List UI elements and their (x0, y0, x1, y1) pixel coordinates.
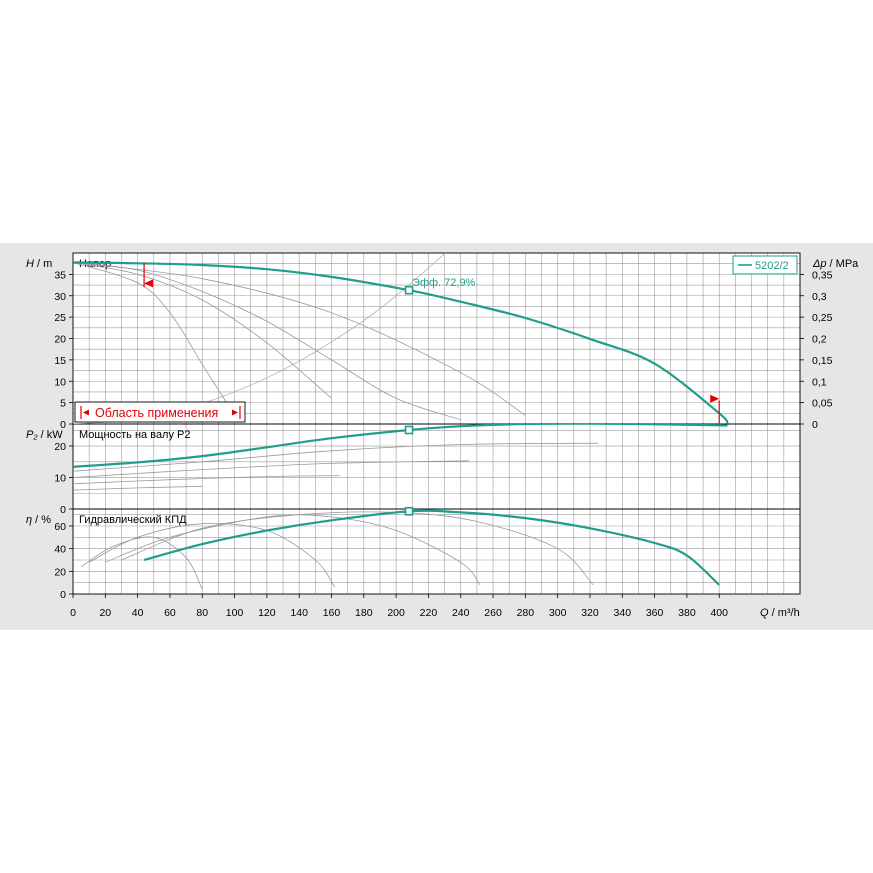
efficiency-annotation: Эфф. 72,9% (412, 277, 476, 289)
reduced-speed-curve (105, 514, 481, 586)
reduced-speed-curve (73, 262, 526, 416)
reduced-speed-curve (80, 536, 203, 590)
reduced-speed-curve (73, 460, 469, 478)
y-tick-label: 0 (60, 589, 66, 601)
y2-tick-label: 0,35 (812, 269, 833, 281)
x-tick-label: 320 (581, 607, 599, 619)
x-tick-label: 100 (226, 607, 244, 619)
y-tick-label: 10 (54, 473, 66, 485)
pump-curve-panel: 0 5 10 15 20 25 30 35 Напор H / m 0 10 20 Мощность на… (0, 243, 873, 630)
legend-box (732, 255, 798, 275)
y2-axis-unit: MPa (836, 258, 860, 270)
range-arrow-left (83, 409, 89, 416)
y-tick-label: 40 (54, 544, 66, 556)
reduced-speed-curve (73, 475, 340, 485)
x-tick-label: 360 (646, 607, 664, 619)
panel-title: Гидравлический КПД (79, 514, 187, 526)
x-tick-label: 400 (710, 607, 728, 619)
y-axis-unit: m (43, 258, 52, 270)
x-tick-label: 200 (387, 607, 405, 619)
y2-tick-label: 0,3 (812, 291, 827, 303)
pump-curve-main (73, 261, 729, 424)
reduced-speed-curve (73, 262, 235, 416)
reduced-speed-curve (73, 262, 461, 421)
application-range-box (74, 401, 246, 423)
x-axis-sep: / (769, 607, 778, 619)
y2-axis-label: Δp / MPa (812, 258, 859, 270)
x-tick-label: 240 (452, 607, 470, 619)
y-tick-label: 25 (54, 312, 66, 324)
x-axis-unit: m³/h (778, 607, 800, 619)
x-axis-var: Q (760, 607, 769, 619)
reduced-speed-curve (73, 262, 332, 399)
y2-tick-label: 0,2 (812, 334, 827, 346)
x-tick-label: 260 (484, 607, 502, 619)
y2-axis-var: Δp (812, 258, 827, 270)
y-tick-label: 20 (54, 334, 66, 346)
y-tick-label: 20 (54, 441, 66, 453)
y-axis-label: η / % (26, 514, 51, 526)
y-tick-label: 15 (54, 355, 66, 367)
x-tick-label: 80 (196, 607, 208, 619)
application-range-label: Область применения (95, 406, 218, 420)
panel-title: Мощность на валу Р2 (79, 429, 191, 441)
panel-series-group (80, 509, 720, 590)
y-tick-label: 0 (60, 504, 66, 516)
y-axis-label: P₂ / kW (26, 429, 63, 441)
range-limit-max-flag (710, 394, 720, 403)
y-tick-label: 30 (54, 291, 66, 303)
y-axis-var: H (26, 258, 34, 270)
y2-tick-label: 0,05 (812, 398, 833, 410)
x-axis-label: Q / m³/h (760, 607, 800, 619)
y-axis-sep: / (32, 514, 41, 526)
y-tick-label: 0 (60, 419, 66, 431)
y2-tick-label: 0 (812, 419, 818, 431)
legend-label: 5202/2 (755, 260, 789, 272)
pump-curve-main (143, 509, 720, 586)
y2-tick-label: 0,1 (812, 376, 827, 388)
pump-curve-main (73, 424, 729, 468)
y2-tick-label: 0,25 (812, 312, 833, 324)
y-tick-label: 20 (54, 566, 66, 578)
y-tick-label: 5 (60, 398, 66, 410)
panel-frame (72, 508, 801, 595)
y-tick-label: 10 (54, 376, 66, 388)
y-axis-unit: % (41, 514, 51, 526)
reduced-speed-curve (73, 485, 203, 491)
y-axis-sep: / (38, 429, 47, 441)
duty-point-marker (404, 425, 414, 435)
x-tick-label: 20 (99, 607, 111, 619)
x-tick-label: 160 (323, 607, 341, 619)
y-axis-var: η (26, 514, 32, 526)
y-tick-label: 35 (54, 269, 66, 281)
x-tick-label: 300 (549, 607, 567, 619)
x-tick-label: 220 (420, 607, 438, 619)
x-tick-label: 120 (258, 607, 276, 619)
y-axis-label: H / m (26, 258, 52, 270)
plot-area (73, 253, 800, 594)
x-tick-label: 40 (132, 607, 144, 619)
range-arrow-right (232, 409, 238, 416)
panel-series-group (73, 424, 729, 491)
x-tick-label: 280 (517, 607, 535, 619)
reduced-speed-curve (89, 523, 336, 588)
duty-point-marker (404, 506, 414, 516)
y-axis-sep: / (34, 258, 43, 270)
x-tick-label: 340 (614, 607, 632, 619)
x-tick-label: 140 (290, 607, 308, 619)
y-axis-var: P₂ (26, 429, 38, 441)
x-tick-label: 380 (678, 607, 696, 619)
x-tick-label: 60 (164, 607, 176, 619)
y2-axis-sep: / (827, 258, 836, 270)
x-tick-label: 0 (70, 607, 76, 619)
range-limit-min-flag (144, 279, 154, 288)
reduced-speed-curve (73, 442, 599, 472)
x-tick-label: 180 (355, 607, 373, 619)
y2-tick-label: 0,15 (812, 355, 833, 367)
y-tick-label: 60 (54, 521, 66, 533)
y-axis-unit: kW (47, 429, 64, 441)
duty-point-marker (404, 285, 414, 295)
